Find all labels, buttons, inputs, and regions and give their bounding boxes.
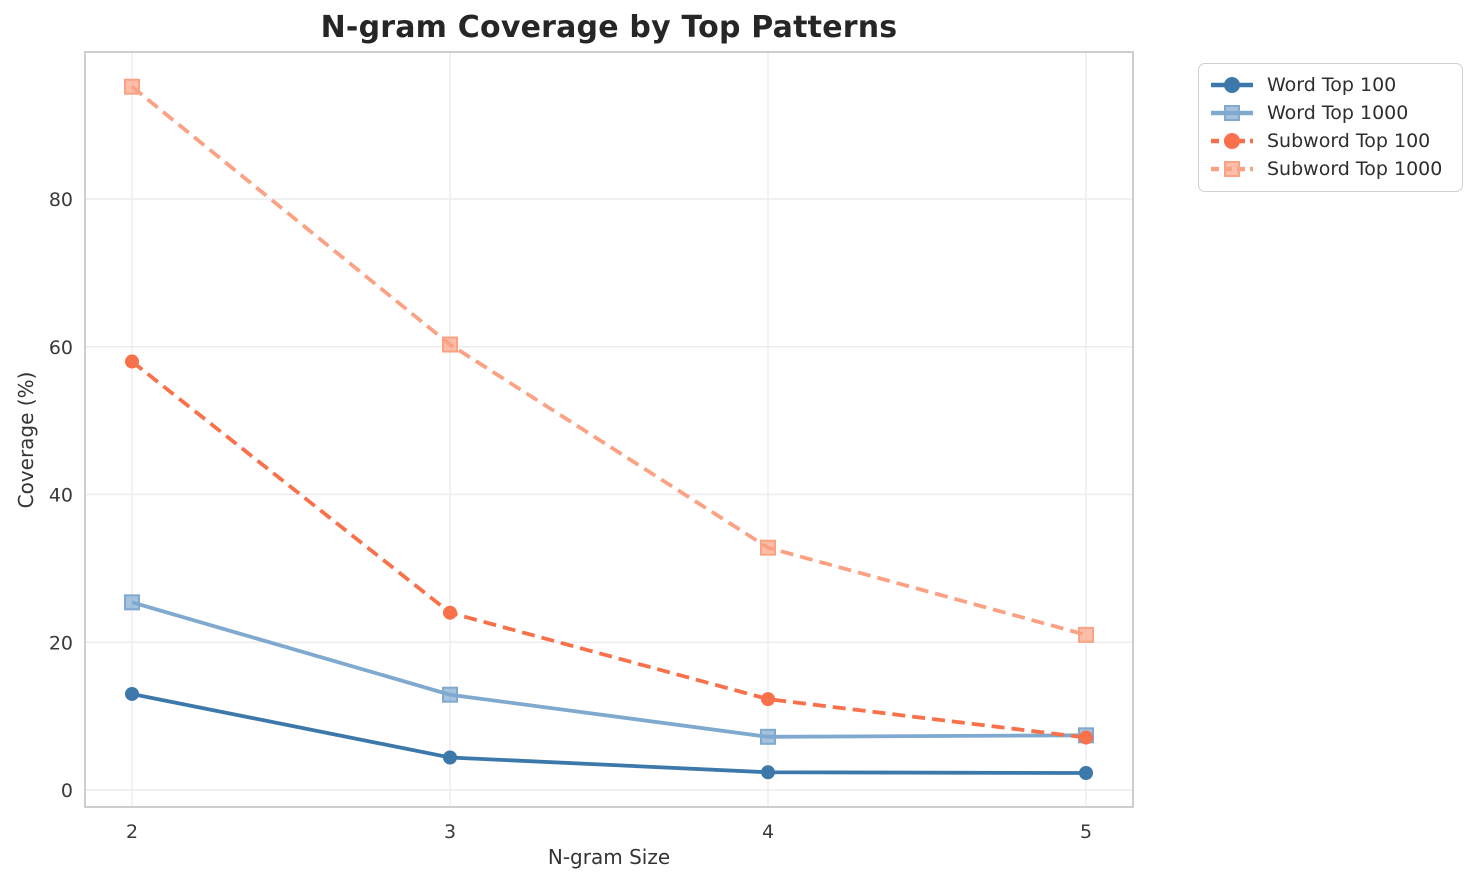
- legend-item: Subword Top 1000: [1209, 155, 1462, 183]
- series-line-1: [131, 600, 1087, 739]
- x-tick-label: 5: [1080, 821, 1092, 843]
- legend-item: Word Top 1000: [1209, 99, 1462, 127]
- data-point-marker: [443, 605, 457, 620]
- legend-label: Subword Top 100: [1267, 130, 1431, 152]
- data-point-marker: [760, 539, 776, 556]
- series-line-0: [131, 692, 1087, 775]
- legend: Word Top 100 Word Top 1000 Subword Top 100…: [1198, 63, 1463, 192]
- legend-sample-circle-icon: [1211, 133, 1253, 149]
- y-tick-label: 60: [49, 337, 73, 359]
- data-point-marker: [443, 750, 457, 765]
- data-point-marker: [761, 692, 775, 707]
- series-line-3: [130, 85, 1087, 637]
- y-tick-label: 80: [49, 189, 73, 211]
- y-tick-label: 40: [49, 485, 73, 507]
- chart-title: N-gram Coverage by Top Patterns: [320, 10, 898, 45]
- data-point-marker: [124, 594, 140, 611]
- legend-sample-square-icon: [1211, 105, 1253, 121]
- data-point-marker: [124, 78, 140, 95]
- y-tick-label: 20: [49, 632, 73, 654]
- legend-item: Subword Top 100: [1209, 127, 1462, 155]
- legend-label: Subword Top 1000: [1267, 158, 1443, 180]
- legend-label: Word Top 1000: [1267, 102, 1409, 124]
- legend-sample-square-icon: [1211, 161, 1253, 177]
- data-point-marker: [442, 686, 458, 703]
- data-point-marker: [125, 354, 139, 369]
- legend-sample-circle-icon: [1211, 77, 1253, 93]
- series-line-2: [130, 360, 1087, 740]
- x-axis-label: N-gram Size: [547, 845, 671, 869]
- data-point-marker: [760, 728, 776, 745]
- data-point-marker: [1079, 730, 1093, 745]
- plot-border: [84, 51, 1134, 808]
- x-tick-label: 4: [762, 821, 774, 843]
- data-point-marker: [761, 765, 775, 780]
- x-tick-label: 2: [126, 821, 138, 843]
- legend-label: Word Top 100: [1267, 74, 1397, 96]
- legend-item: Word Top 100: [1209, 71, 1462, 99]
- y-tick-label: 0: [61, 780, 73, 802]
- data-point-marker: [1079, 766, 1093, 781]
- x-tick-label: 3: [444, 821, 456, 843]
- data-point-marker: [1078, 626, 1094, 643]
- data-point-marker: [125, 686, 139, 701]
- data-point-marker: [442, 336, 458, 353]
